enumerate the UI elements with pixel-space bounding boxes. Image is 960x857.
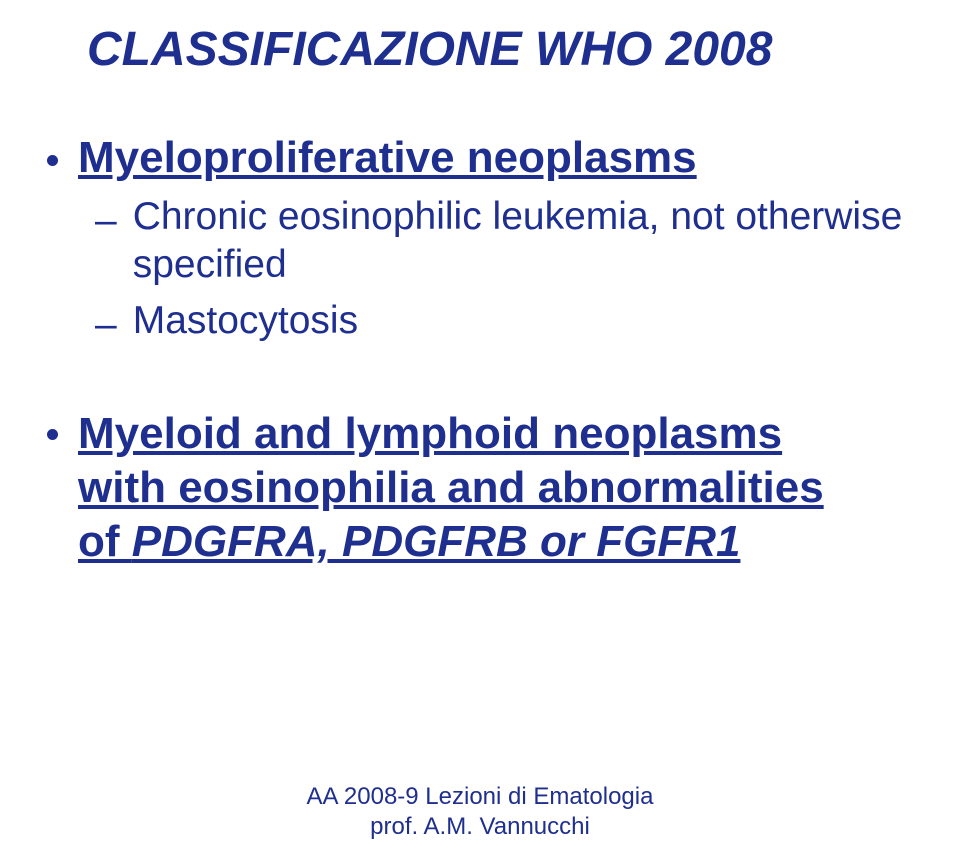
slide-title: CLASSIFICAZIONE WHO 2008: [87, 22, 925, 77]
block2-line2-italic: PDGFRA, PDGFRB or FGFR1: [132, 517, 741, 566]
block2-line2-b: of: [78, 517, 132, 566]
slide: CLASSIFICAZIONE WHO 2008 Myeloproliferat…: [0, 0, 960, 857]
bullet-dot-icon: [47, 429, 58, 440]
block2-line2: with eosinophilia and abnormalities of P…: [78, 463, 824, 566]
sub-bullet-text-b: not: [670, 195, 724, 238]
dash-icon: –: [95, 303, 117, 347]
sub-bullet-text: Mastocytosis: [133, 297, 358, 345]
block2-line1: Myeloid and lymphoid neoplasms: [78, 409, 782, 458]
block2-text-wrap: Myeloid and lymphoid neoplasms with eosi…: [78, 407, 824, 569]
dash-icon: –: [95, 199, 117, 243]
block1-heading: Myeloproliferative neoplasms: [78, 133, 697, 183]
sub-bullet-text: Chronic eosinophilic leukemia, not other…: [133, 193, 925, 289]
sub-bullet-text-a: Mastocytosis: [133, 299, 358, 342]
bullet-dot-icon: [47, 155, 58, 166]
footer-line-2: prof. A.M. Vannucchi: [0, 812, 960, 843]
footer-line-1: AA 2008-9 Lezioni di Ematologia: [0, 782, 960, 813]
block2-line2-a: with eosinophilia and abnormalities: [78, 463, 824, 512]
bullet-row-2: Myeloid and lymphoid neoplasms with eosi…: [47, 407, 925, 569]
sub-bullet-row: – Chronic eosinophilic leukemia, not oth…: [95, 193, 925, 289]
sub-bullet-row: – Mastocytosis: [95, 297, 925, 347]
slide-footer: AA 2008-9 Lezioni di Ematologia prof. A.…: [0, 782, 960, 843]
sub-bullet-text-a: Chronic eosinophilic leukemia,: [133, 195, 671, 238]
bullet-row-1: Myeloproliferative neoplasms: [47, 133, 925, 183]
